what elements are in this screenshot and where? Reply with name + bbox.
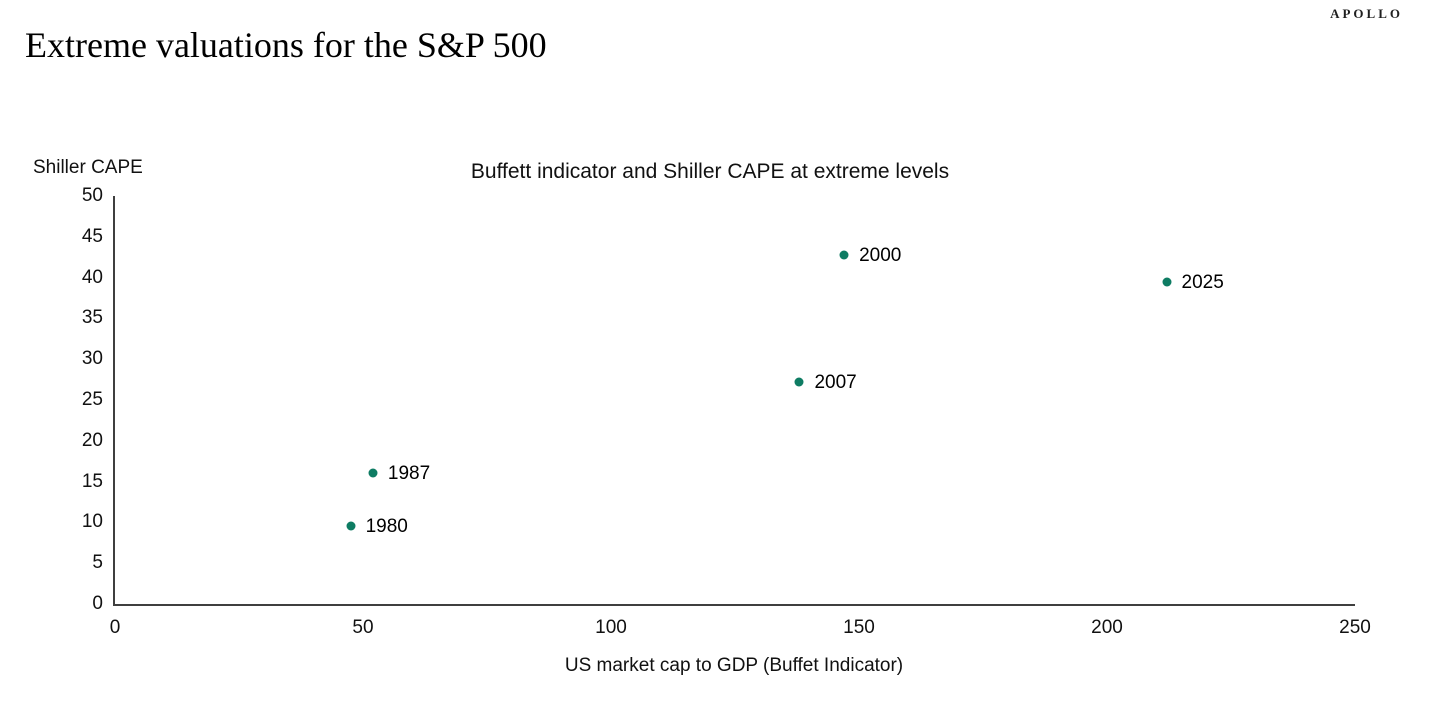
data-point-1980 [346,521,356,531]
chart-title: Buffett indicator and Shiller CAPE at ex… [470,160,950,183]
y-tick-20: 20 [81,429,103,451]
y-tick-30: 30 [81,348,103,370]
data-point-label-2000: 2000 [859,244,902,266]
y-tick-25: 25 [81,389,103,410]
y-tick-50: 50 [81,185,103,206]
data-point-label-2007: 2007 [814,372,857,394]
data-point-2025 [1162,277,1172,287]
y-tick-40: 40 [81,266,103,288]
data-point-2000 [839,250,849,260]
y-axis-label: Shiller CAPE [33,157,143,178]
x-axis-title: US market cap to GDP (Buffet Indicator) [564,655,904,676]
x-tick-50: 50 [352,617,374,638]
x-tick-150: 150 [843,617,875,638]
x-tick-0: 0 [109,617,121,638]
y-tick-35: 35 [81,307,103,329]
page-title: Extreme valuations for the S&P 500 [25,25,547,65]
apollo-logo: APOLLO [1330,6,1403,21]
data-point-label-1980: 1980 [365,515,408,537]
x-tick-100: 100 [595,617,627,638]
y-tick-10: 10 [81,511,103,533]
plot-area: 0 5 10 15 20 25 30 35 40 45 50 0 50 100 150 200 250 1980 1… [82,185,1371,638]
y-tick-5: 5 [92,552,103,574]
data-point-2007 [794,377,804,387]
y-tick-45: 45 [81,225,103,247]
x-tick-250: 250 [1339,617,1371,638]
y-tick-0: 0 [92,593,103,614]
data-point-label-1987: 1987 [387,462,431,484]
data-point-label-2025: 2025 [1181,272,1224,294]
y-tick-15: 15 [81,470,103,492]
data-point-1987 [368,468,378,478]
x-tick-200: 200 [1091,617,1123,638]
